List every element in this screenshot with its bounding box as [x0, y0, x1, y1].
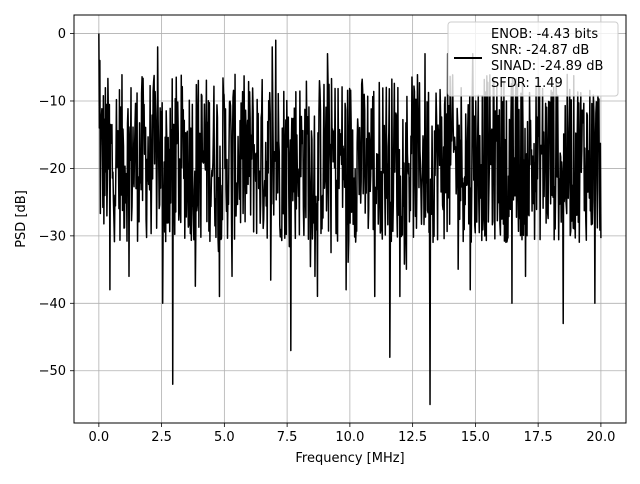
- x-tick-label: 5.0: [214, 430, 235, 445]
- x-tick-label: 12.5: [398, 430, 427, 445]
- x-axis-label: Frequency [MHz]: [295, 451, 404, 466]
- y-tick-label: −50: [39, 364, 66, 379]
- x-tick-label: 2.5: [151, 430, 172, 445]
- ticks: 0.0 2.5 5.0 7.5 10.0 12.5 15.0 17.5 20.0 0 −10 −20 −…: [39, 27, 616, 445]
- y-tick-label: 0: [58, 27, 66, 42]
- y-tick-label: −20: [39, 162, 66, 177]
- x-tick-label: 20.0: [586, 430, 615, 445]
- y-tick-label: −10: [39, 94, 66, 109]
- x-tick-label: 15.0: [461, 430, 490, 445]
- x-tick-label: 17.5: [524, 430, 553, 445]
- x-tick-label: 0.0: [89, 430, 110, 445]
- legend-sinad: SINAD: -24.89 dB: [491, 59, 603, 74]
- x-tick-label: 10.0: [335, 430, 364, 445]
- x-tick-label: 7.5: [277, 430, 298, 445]
- legend-enob: ENOB: -4.43 bits: [491, 27, 598, 42]
- legend-sfdr: SFDR: 1.49: [491, 76, 563, 91]
- legend-snr: SNR: -24.87 dB: [491, 43, 589, 58]
- y-tick-label: −30: [39, 229, 66, 244]
- plot-area: [98, 33, 602, 406]
- legend-box: [447, 21, 619, 97]
- y-tick-label: −40: [39, 297, 66, 312]
- y-axis-label: PSD [dB]: [14, 190, 29, 248]
- legend: ENOB: -4.43 bits SNR: -24.87 dB SINAD: -…: [447, 21, 619, 97]
- psd-series-line: [98, 33, 602, 406]
